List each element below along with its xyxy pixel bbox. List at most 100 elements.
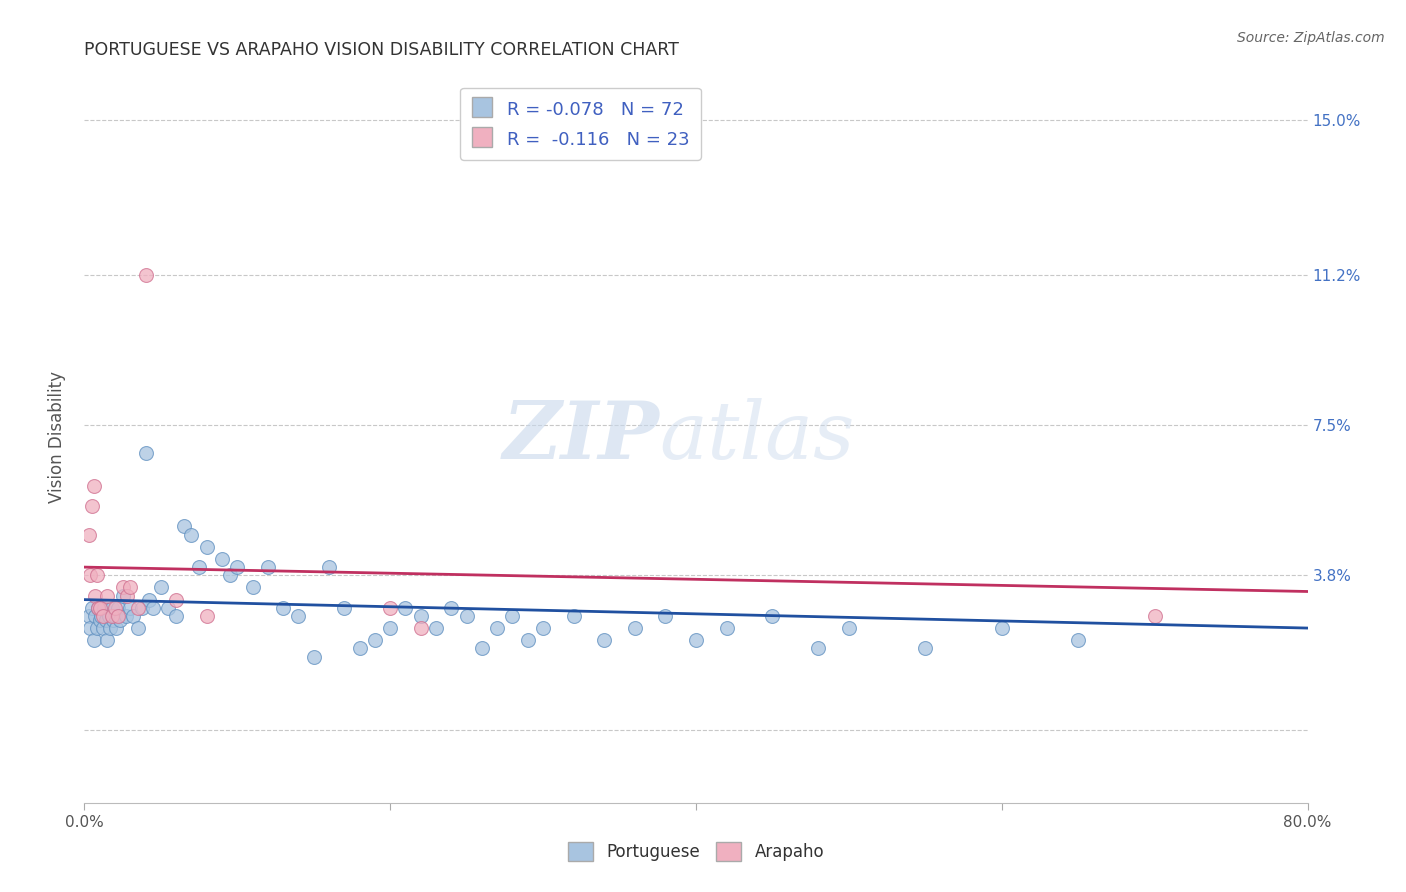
Point xyxy=(105,621,128,635)
Point xyxy=(685,633,707,648)
Point xyxy=(122,608,145,623)
Point xyxy=(425,621,447,635)
Point xyxy=(364,633,387,648)
Point xyxy=(80,600,103,615)
Point xyxy=(104,608,127,623)
Point xyxy=(101,600,124,615)
Point xyxy=(349,641,371,656)
Point xyxy=(807,641,830,656)
Point xyxy=(90,608,112,623)
Point xyxy=(79,621,101,635)
Point xyxy=(716,621,738,635)
Point xyxy=(394,600,416,615)
Point xyxy=(226,560,249,574)
Point xyxy=(86,621,108,635)
Point xyxy=(131,600,153,615)
Point xyxy=(127,621,149,635)
Point xyxy=(87,600,110,615)
Point xyxy=(486,621,509,635)
Point xyxy=(1143,608,1166,623)
Point xyxy=(624,621,647,635)
Point xyxy=(409,621,432,635)
Point xyxy=(333,600,356,615)
Text: Source: ZipAtlas.com: Source: ZipAtlas.com xyxy=(1237,31,1385,45)
Point xyxy=(127,600,149,615)
Point xyxy=(104,600,127,615)
Text: atlas: atlas xyxy=(659,399,855,475)
Y-axis label: Vision Disability: Vision Disability xyxy=(48,371,66,503)
Point xyxy=(471,641,494,656)
Point xyxy=(516,633,538,648)
Point xyxy=(456,608,478,623)
Point xyxy=(107,600,129,615)
Point xyxy=(77,608,100,623)
Point xyxy=(173,519,195,533)
Point xyxy=(502,608,524,623)
Point xyxy=(107,608,129,623)
Point xyxy=(91,608,114,623)
Point xyxy=(838,621,860,635)
Point xyxy=(593,633,616,648)
Point xyxy=(380,621,402,635)
Point xyxy=(94,613,117,627)
Point xyxy=(157,600,180,615)
Point xyxy=(98,621,121,635)
Point xyxy=(195,540,218,554)
Point xyxy=(302,649,325,664)
Point xyxy=(83,479,105,493)
Point xyxy=(89,613,111,627)
Point xyxy=(165,592,187,607)
Point xyxy=(409,608,432,623)
Point xyxy=(115,589,138,603)
Point xyxy=(1067,633,1090,648)
Point xyxy=(91,621,114,635)
Point xyxy=(108,613,131,627)
Point xyxy=(180,527,202,541)
Point xyxy=(135,446,157,460)
Point xyxy=(914,641,936,656)
Point xyxy=(79,568,101,582)
Point xyxy=(111,581,134,595)
Point xyxy=(257,560,280,574)
Point xyxy=(87,600,110,615)
Point xyxy=(111,589,134,603)
Point xyxy=(440,600,463,615)
Point xyxy=(195,608,218,623)
Text: PORTUGUESE VS ARAPAHO VISION DISABILITY CORRELATION CHART: PORTUGUESE VS ARAPAHO VISION DISABILITY … xyxy=(84,41,679,59)
Point xyxy=(149,581,172,595)
Point xyxy=(135,268,157,282)
Point xyxy=(96,633,118,648)
Point xyxy=(165,608,187,623)
Point xyxy=(562,608,585,623)
Point xyxy=(89,600,111,615)
Point xyxy=(287,608,309,623)
Point xyxy=(114,608,136,623)
Point xyxy=(120,600,142,615)
Point xyxy=(188,560,211,574)
Point xyxy=(120,581,142,595)
Point xyxy=(86,568,108,582)
Legend: Portuguese, Arapaho: Portuguese, Arapaho xyxy=(561,835,831,868)
Point xyxy=(318,560,340,574)
Point xyxy=(97,608,120,623)
Point xyxy=(761,608,783,623)
Point xyxy=(103,613,125,627)
Point xyxy=(142,600,165,615)
Point xyxy=(84,608,107,623)
Point xyxy=(242,581,264,595)
Point xyxy=(93,600,115,615)
Point xyxy=(211,552,233,566)
Text: ZIP: ZIP xyxy=(502,399,659,475)
Point xyxy=(84,589,107,603)
Point xyxy=(380,600,402,615)
Point xyxy=(531,621,554,635)
Point xyxy=(271,600,294,615)
Point xyxy=(101,608,124,623)
Point xyxy=(138,592,160,607)
Point xyxy=(83,633,105,648)
Point xyxy=(654,608,676,623)
Point xyxy=(218,568,240,582)
Point xyxy=(96,589,118,603)
Point xyxy=(991,621,1014,635)
Point xyxy=(77,527,100,541)
